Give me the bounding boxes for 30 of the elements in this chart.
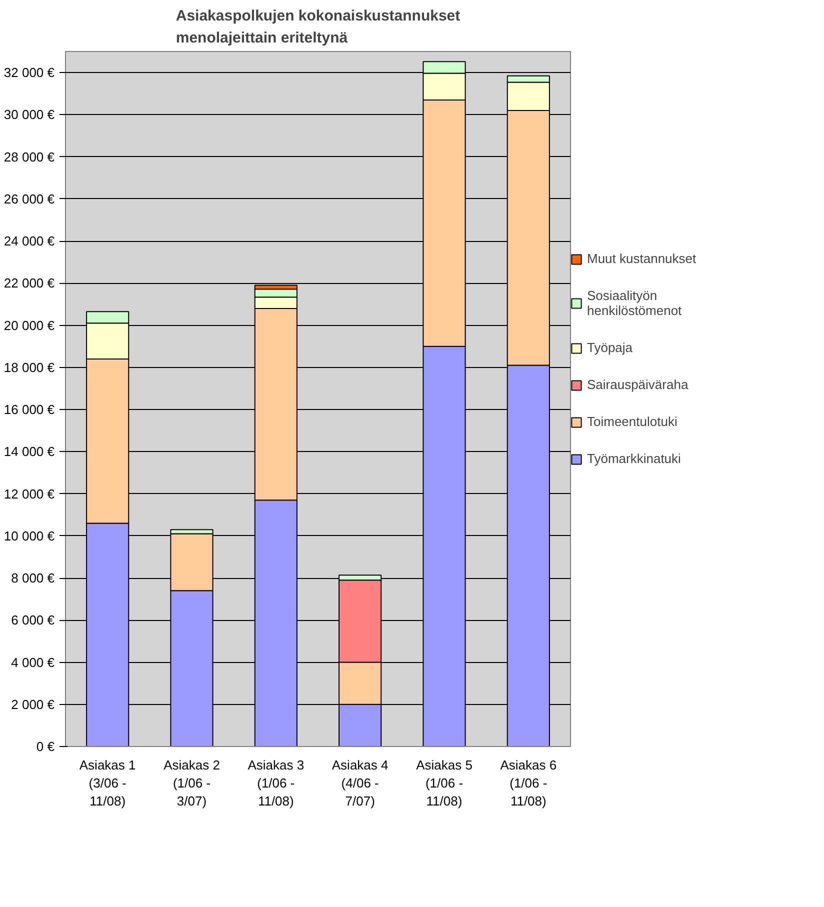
legend-label: Sairauspäiväraha [587,377,688,392]
x-tick-label: Asiakas 4 (4/06 - 7/07) [332,758,388,808]
legend-label: Työmarkkinatuki [587,451,681,466]
chart-title: Asiakaspolkujen kokonaiskustannukset menolajeittain eriteltynä [176,7,460,46]
y-tick-label: 18 000 € [4,360,56,375]
y-tick-label: 6 000 € [11,612,56,628]
x-tick-label: Asiakas 1 (3/06 - 11/08) [79,758,136,808]
legend-label: Muut kustannukset [587,251,696,266]
legend-label: Työpaja [587,340,633,355]
x-tick-label: Asiakas 6 (1/06 - 11/08) [500,758,557,808]
y-tick-label: 12 000 € [4,486,56,502]
x-tick-label: Asiakas 2 (1/06 - 3/07) [164,758,220,808]
y-tick-label: 32 000 € [4,65,56,80]
legend-label: Sosiaalityön henkilöstömenot [587,288,682,318]
y-tick-label: 30 000 € [4,107,56,122]
y-tick-label: 10 000 € [4,528,56,544]
y-tick-label: 4 000 € [11,654,56,670]
y-tick-label: 0 € [36,739,56,754]
y-tick-label: 16 000 € [4,402,56,418]
y-tick-label: 2 000 € [11,696,56,712]
y-tick-label: 22 000 € [4,276,56,291]
x-tick-label: Asiakas 3 (1/06 - 11/08) [248,758,304,808]
y-tick-label: 14 000 € [4,444,56,460]
legend-label: Toimeentulotuki [587,414,678,429]
y-tick-label: 28 000 € [4,149,56,164]
y-tick-label: 8 000 € [11,570,56,586]
y-tick-label: 26 000 € [4,191,56,206]
y-tick-label: 20 000 € [4,318,56,333]
y-tick-label: 24 000 € [4,234,56,249]
x-tick-label: Asiakas 5 (1/06 - 11/08) [416,758,472,808]
